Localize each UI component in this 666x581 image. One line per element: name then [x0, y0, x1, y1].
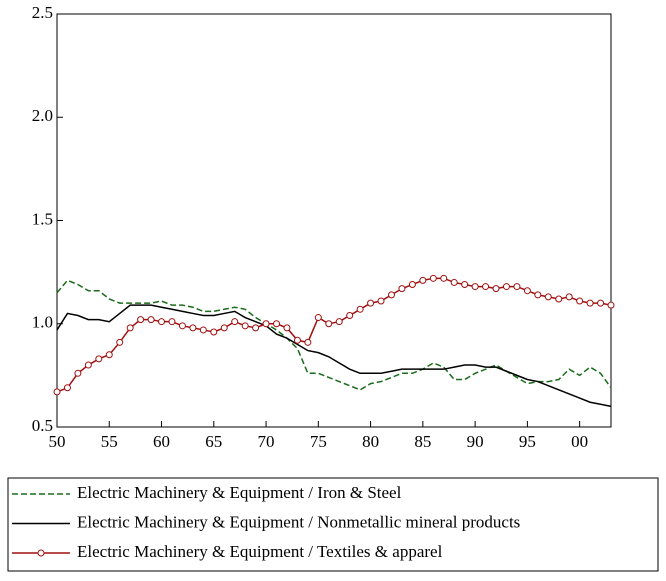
point	[63, 384, 71, 392]
point	[147, 316, 155, 324]
legend-label: Electric Machinery & Equipment / Textile…	[77, 542, 443, 561]
point	[377, 297, 385, 305]
legend-marker	[37, 549, 45, 557]
point	[53, 388, 61, 396]
point	[335, 318, 343, 326]
plot-frame	[56, 13, 612, 428]
point	[189, 324, 197, 332]
point	[241, 322, 249, 330]
point	[534, 291, 542, 299]
point	[565, 293, 573, 301]
point	[95, 355, 103, 363]
point	[116, 338, 124, 346]
point	[523, 287, 531, 295]
point	[461, 281, 469, 289]
point	[387, 291, 395, 299]
point	[158, 318, 166, 326]
point	[304, 338, 312, 346]
point	[492, 285, 500, 293]
x-tick-label: 95	[519, 432, 536, 451]
legend-label: Electric Machinery & Equipment / Iron & …	[77, 483, 402, 502]
point	[440, 274, 448, 282]
point	[367, 299, 375, 307]
legend-label: Electric Machinery & Equipment / Nonmeta…	[77, 512, 520, 531]
point	[168, 318, 176, 326]
x-tick-label: 70	[258, 432, 275, 451]
point	[273, 320, 281, 328]
point	[544, 293, 552, 301]
y-tick-label: 2.0	[32, 106, 53, 125]
point	[105, 351, 113, 359]
y-tick-label: 0.5	[32, 416, 53, 435]
x-tick-label: 65	[205, 432, 222, 451]
point	[555, 295, 563, 303]
point	[346, 311, 354, 319]
point	[502, 283, 510, 291]
series-line	[56, 304, 612, 408]
x-tick-label: 80	[362, 432, 379, 451]
point	[325, 320, 333, 328]
point	[252, 324, 260, 332]
point	[607, 301, 615, 309]
point	[262, 320, 270, 328]
point	[450, 278, 458, 286]
point	[199, 326, 207, 334]
point	[293, 336, 301, 344]
x-tick-label: 00	[571, 432, 588, 451]
point	[137, 316, 145, 324]
point	[178, 322, 186, 330]
point	[231, 318, 239, 326]
point	[586, 299, 594, 307]
series-line	[56, 279, 612, 391]
point	[74, 369, 82, 377]
point	[314, 314, 322, 322]
x-tick-label: 50	[49, 432, 66, 451]
point	[471, 283, 479, 291]
point	[220, 324, 228, 332]
point	[356, 305, 364, 313]
x-tick-label: 60	[153, 432, 170, 451]
point	[408, 281, 416, 289]
x-tick-label: 75	[310, 432, 327, 451]
series-line	[56, 277, 612, 393]
point	[419, 276, 427, 284]
x-tick-label: 90	[467, 432, 484, 451]
point	[597, 299, 605, 307]
point	[126, 324, 134, 332]
point	[283, 324, 291, 332]
y-tick-label: 1.0	[32, 313, 53, 332]
point	[210, 328, 218, 336]
point	[482, 283, 490, 291]
point	[576, 297, 584, 305]
legend-frame	[7, 477, 659, 572]
point	[398, 285, 406, 293]
x-tick-label: 55	[101, 432, 118, 451]
point	[84, 361, 92, 369]
y-tick-label: 1.5	[32, 209, 53, 228]
point	[429, 274, 437, 282]
point	[513, 283, 521, 291]
x-tick-label: 85	[414, 432, 431, 451]
y-tick-label: 2.5	[32, 3, 53, 22]
